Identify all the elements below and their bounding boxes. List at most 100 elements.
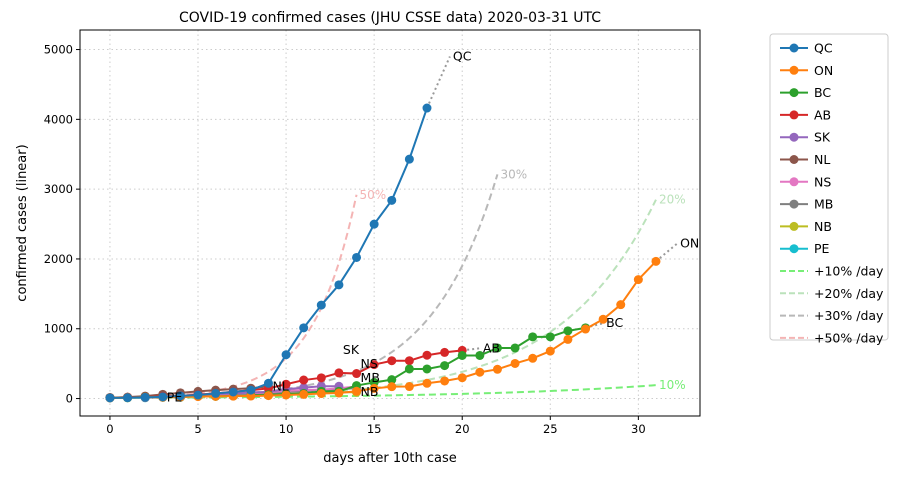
data-point (440, 376, 449, 385)
legend-marker (790, 133, 799, 142)
data-point (317, 301, 326, 310)
x-tick-label: 10 (279, 422, 294, 436)
data-point (493, 365, 502, 374)
legend-marker (790, 155, 799, 164)
series-label: PE (167, 389, 183, 404)
legend-label: PE (814, 241, 830, 256)
data-point (405, 155, 414, 164)
data-point (651, 257, 660, 266)
legend-marker (790, 66, 799, 75)
legend-label: ON (814, 63, 833, 78)
data-point (546, 347, 555, 356)
legend-marker (790, 200, 799, 209)
data-point (440, 361, 449, 370)
data-point (528, 354, 537, 363)
data-point (387, 196, 396, 205)
series-label: QC (453, 49, 472, 64)
series-label: NL (272, 378, 288, 393)
x-tick-label: 0 (106, 422, 113, 436)
x-tick-label: 20 (455, 422, 470, 436)
y-axis-label: confirmed cases (linear) (15, 144, 30, 301)
chart-title: COVID-19 confirmed cases (JHU CSSE data)… (179, 10, 601, 26)
data-point (405, 382, 414, 391)
data-point (458, 351, 467, 360)
data-point (211, 389, 220, 398)
data-point (317, 373, 326, 382)
data-point (123, 393, 132, 402)
data-point (511, 359, 520, 368)
data-point (422, 351, 431, 360)
series-label: SK (343, 342, 360, 357)
growth-lines: 10%20%30%50% (110, 167, 686, 397)
growth-line (110, 174, 498, 397)
extrapolation-line (427, 57, 450, 109)
legend-marker (790, 110, 799, 119)
data-point (317, 389, 326, 398)
series-label: MB (361, 370, 380, 385)
growth-label: 50% (360, 188, 387, 202)
data-point (581, 325, 590, 334)
data-point (405, 356, 414, 365)
data-point (334, 389, 343, 398)
data-point (105, 393, 114, 402)
x-axis-label: days after 10th case (323, 451, 457, 466)
data-point (194, 391, 203, 400)
series-label: NS (361, 356, 378, 371)
data-point (616, 300, 625, 309)
data-point (458, 373, 467, 382)
legend-label: QC (814, 41, 833, 56)
series-label: AB (483, 340, 500, 355)
growth-label: 10% (659, 378, 686, 392)
legend-label: NB (814, 219, 832, 234)
legend-label: +20% /day (814, 286, 884, 301)
data-point (246, 386, 255, 395)
y-tick-label: 4000 (44, 112, 73, 126)
x-tick-label: 30 (631, 422, 646, 436)
legend-label: BC (814, 85, 831, 100)
y-tick-label: 2000 (44, 252, 73, 266)
data-point (370, 220, 379, 229)
y-tick-label: 3000 (44, 182, 73, 196)
growth-line (110, 200, 656, 398)
data-point (634, 275, 643, 284)
data-point (352, 253, 361, 262)
data-point (422, 364, 431, 373)
growth-label: 20% (659, 193, 686, 207)
data-point (299, 376, 308, 385)
data-point (299, 323, 308, 332)
data-point (282, 350, 291, 359)
y-tick-label: 1000 (44, 322, 73, 336)
y-tick-label: 5000 (44, 43, 73, 57)
data-point (528, 332, 537, 341)
legend-label: +50% /day (814, 330, 884, 345)
legend-marker (790, 44, 799, 53)
x-tick-label: 15 (367, 422, 382, 436)
series-line (110, 108, 427, 398)
legend-marker (790, 244, 799, 253)
data-point (387, 356, 396, 365)
data-point (299, 390, 308, 399)
legend-label: AB (814, 107, 831, 122)
legend-label: SK (814, 130, 831, 145)
legend-marker (790, 88, 799, 97)
data-point (422, 104, 431, 113)
data-point (563, 335, 572, 344)
data-point (440, 348, 449, 357)
x-tick-label: 5 (194, 422, 201, 436)
legend-marker (790, 177, 799, 186)
legend-marker (790, 222, 799, 231)
data-point (475, 368, 484, 377)
series-label: BC (606, 315, 623, 330)
data-point (334, 280, 343, 289)
legend-label: MB (814, 197, 833, 212)
data-point (229, 387, 238, 396)
series-label: NB (361, 384, 379, 399)
series-lines (105, 57, 677, 403)
data-point (141, 393, 150, 402)
x-tick-label: 25 (543, 422, 558, 436)
legend-label: +30% /day (814, 308, 884, 323)
data-point (546, 332, 555, 341)
